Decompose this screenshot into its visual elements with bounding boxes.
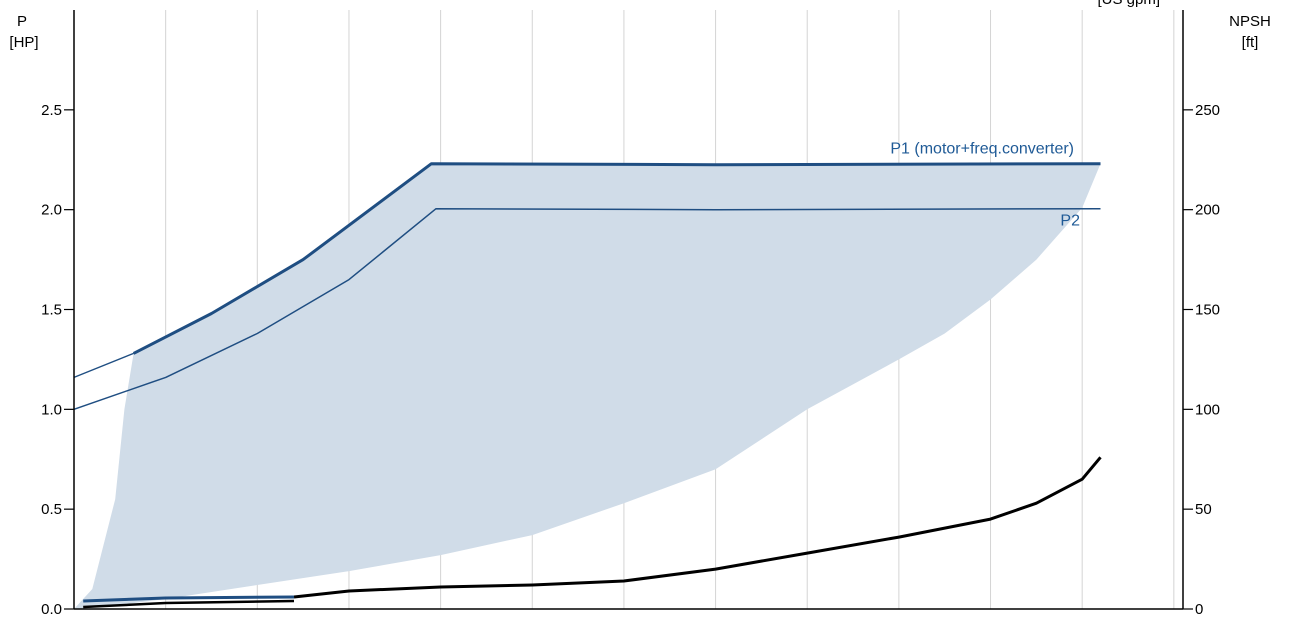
left-axis-tick-label: 0.0: [41, 601, 62, 617]
p1-series-label: P1 (motor+freq.converter): [890, 141, 1074, 158]
p2-series-label: P2: [1060, 213, 1080, 230]
npsh-curve: [293, 456, 1102, 599]
left-axis-unit: [HP]: [9, 34, 38, 51]
left-axis-tick-label: 1.5: [41, 302, 62, 319]
low-speed-p2-curve: [83, 599, 295, 609]
right-axis-unit: [ft]: [1242, 34, 1259, 51]
left-axis-tick-label: 1.0: [41, 401, 62, 418]
right-axis-tick-label: 150: [1195, 302, 1220, 319]
labels: P1 (motor+freq.converter) P2: [890, 141, 1080, 230]
right-axis-title: NPSH: [1229, 13, 1271, 30]
x-axis-unit-fragment: [US gpm]: [1097, 0, 1160, 8]
right-axis-tick-label: 0: [1195, 601, 1203, 617]
left-axis-tick-label: 0.5: [41, 501, 62, 518]
left-axis-title: P: [17, 13, 27, 30]
p1-curve-lead-in: [73, 352, 134, 379]
operating-area-band: [74, 163, 1101, 609]
operating-area: [74, 163, 1101, 609]
axes: 0.0 0.5 1.0 1.5 2.0 2.5 0 50 100 150 200 250: [41, 10, 1220, 617]
right-axis-tick-label: 250: [1195, 102, 1220, 119]
left-axis-tick-label: 2.0: [41, 202, 62, 219]
low-speed-p1-curve: [83, 595, 295, 603]
right-axis-tick-label: 200: [1195, 202, 1220, 219]
right-axis-tick-label: 50: [1195, 501, 1212, 518]
left-axis-tick-label: 2.5: [41, 102, 62, 119]
right-axis-tick-label: 100: [1195, 401, 1220, 418]
p1-curve: [132, 162, 1101, 355]
curves: [73, 162, 1102, 609]
p2-curve: [73, 207, 1101, 411]
